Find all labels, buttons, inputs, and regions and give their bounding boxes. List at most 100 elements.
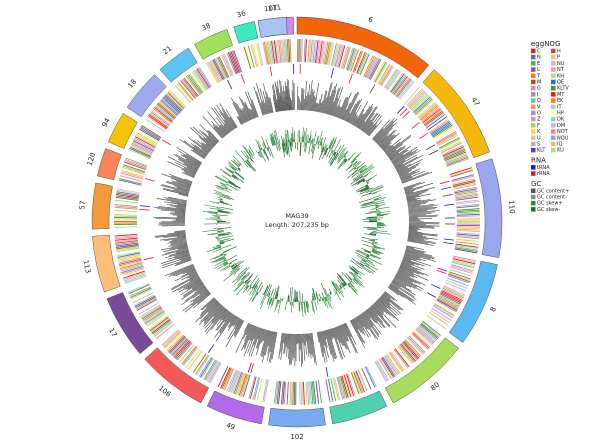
feature-track	[318, 381, 321, 404]
gc-skew-track	[218, 199, 220, 200]
rna-track	[144, 257, 154, 259]
gc-skew-track	[225, 186, 228, 187]
gc-skew-track	[220, 182, 226, 185]
feature-track	[123, 166, 145, 173]
contig-label: 36	[236, 9, 247, 19]
gc-skew-track	[248, 159, 249, 160]
legend-label: O	[537, 111, 541, 117]
feature-track	[305, 39, 306, 62]
gc-content-track	[162, 174, 192, 185]
gc-skew-track	[276, 145, 278, 151]
gc-skew-track	[268, 148, 271, 157]
gc-skew-track	[328, 294, 329, 296]
legend-label: E	[537, 61, 540, 67]
legend-swatch	[551, 74, 556, 79]
legend-swatch	[531, 117, 536, 122]
feature-track	[386, 70, 399, 89]
legend-label: DM	[557, 123, 565, 129]
gc-skew-track	[365, 212, 376, 213]
gc-skew-track	[371, 232, 376, 233]
rna-track	[162, 140, 171, 145]
legend-label: T	[536, 73, 541, 79]
legend-label: K	[537, 129, 541, 135]
contig-label: 107	[264, 4, 278, 14]
contig-arc	[195, 29, 233, 59]
legend-swatch	[551, 148, 556, 153]
gc-skew-track	[261, 136, 266, 148]
gc-skew-track	[306, 134, 307, 142]
rna-track	[370, 85, 375, 94]
rna-track	[208, 344, 214, 352]
legend-title: RNA	[531, 156, 546, 164]
gc-skew-track	[239, 267, 249, 277]
feature-track	[257, 378, 262, 400]
gc-skew-track	[352, 170, 358, 175]
feature-track	[287, 382, 288, 405]
legend-label: tRNA	[537, 165, 550, 171]
gc-skew-track	[252, 156, 254, 159]
legend-swatch	[551, 92, 556, 97]
feature-track	[457, 228, 480, 229]
gc-skew-track	[366, 175, 377, 182]
gc-content-track	[292, 91, 293, 110]
gc-skew-track	[322, 292, 324, 297]
gc-skew-track	[225, 187, 232, 190]
gc-content-track	[409, 229, 421, 230]
rna-track	[140, 209, 150, 210]
gc-content-track	[377, 300, 398, 321]
gc-content-track	[306, 334, 307, 342]
gc-content-track	[156, 218, 185, 219]
gc-skew-track	[309, 143, 311, 154]
gc-skew-track	[233, 174, 244, 182]
gc-skew-track	[203, 230, 218, 232]
legend-label: S	[537, 142, 540, 148]
gc-skew-track	[351, 154, 359, 163]
gc-skew-track	[321, 146, 322, 149]
gc-content-track	[294, 334, 295, 358]
gc-skew-track	[214, 193, 222, 196]
legend-label: V	[537, 104, 541, 110]
feature-track	[114, 227, 137, 228]
gc-skew-track	[321, 283, 326, 296]
gc-skew-track	[224, 272, 235, 281]
gc-skew-track	[275, 300, 278, 312]
rna-track	[419, 133, 427, 139]
legend-swatch	[531, 80, 536, 85]
rna-track	[270, 66, 272, 76]
legend-title: GC	[531, 180, 541, 188]
gc-skew-track	[361, 205, 375, 208]
gc-skew-track	[305, 142, 306, 151]
feature-track	[290, 382, 291, 405]
legend-swatch	[531, 98, 536, 103]
rna-track	[441, 187, 451, 189]
rna-track	[241, 74, 245, 83]
contig-label: 18	[126, 78, 138, 90]
gc-skew-track	[335, 292, 336, 294]
contig-label: 106	[157, 384, 173, 399]
gc-skew-track	[249, 289, 253, 295]
gc-content-track	[312, 333, 316, 365]
gc-skew-track	[217, 202, 219, 203]
gc-skew-track	[256, 139, 262, 150]
gc-skew-track	[216, 176, 228, 183]
contig-label: 17	[107, 327, 118, 339]
feature-track	[119, 179, 141, 184]
legend-swatch	[551, 117, 556, 122]
gc-skew-track	[288, 143, 290, 157]
gc-skew-track	[237, 169, 238, 170]
legend-swatch	[531, 201, 536, 206]
legend-swatch	[551, 111, 556, 116]
legend-swatch	[531, 55, 536, 60]
contig-label: 38	[200, 22, 211, 33]
gc-skew-track	[238, 268, 247, 276]
contig-arc	[268, 408, 325, 427]
gc-skew-track	[343, 287, 345, 289]
rna-track	[145, 178, 155, 181]
contig-label: 80	[429, 381, 441, 393]
feature-track	[457, 214, 480, 215]
gc-skew-track	[334, 289, 336, 292]
feature-track	[456, 242, 479, 245]
gc-content-track	[304, 334, 305, 346]
legend-swatch	[531, 129, 536, 134]
